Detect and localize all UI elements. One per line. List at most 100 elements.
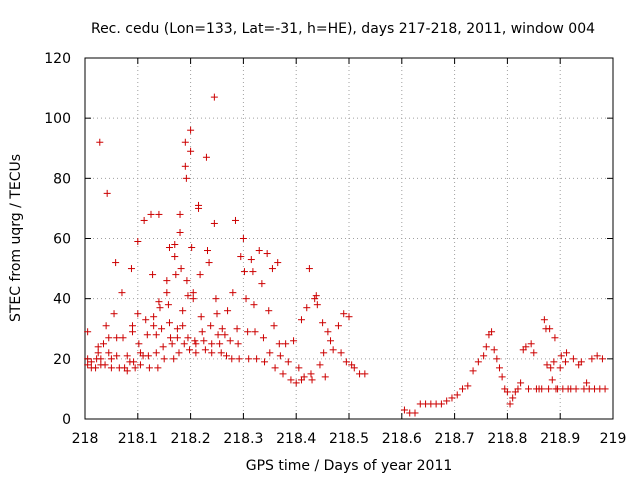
data-point [99, 340, 107, 348]
data-point [313, 301, 321, 309]
data-point [563, 349, 571, 357]
data-point [129, 328, 137, 336]
data-point [181, 162, 189, 170]
data-point [572, 385, 580, 393]
data-point [239, 235, 247, 242]
data-point [140, 216, 148, 224]
data-point [361, 370, 369, 378]
data-point [142, 316, 150, 324]
data-point [517, 379, 525, 387]
data-point [221, 331, 229, 339]
data-point [261, 358, 269, 366]
data-point [237, 253, 245, 261]
data-point [545, 385, 553, 393]
data-point [271, 364, 279, 372]
data-point [480, 352, 488, 360]
data-point [201, 346, 209, 354]
data-point [525, 385, 533, 393]
data-point [503, 388, 511, 396]
data-point [411, 409, 419, 417]
data-point [284, 358, 292, 366]
data-point [192, 340, 200, 348]
data-point [203, 247, 211, 255]
data-point [464, 382, 472, 390]
data-point [145, 364, 153, 372]
data-point [305, 265, 313, 273]
grid-lines [85, 58, 613, 419]
data-point [312, 292, 320, 300]
data-point [84, 361, 92, 369]
data-point [150, 322, 158, 330]
data-point [184, 292, 192, 300]
data-point [247, 256, 255, 264]
data-point [319, 319, 327, 327]
data-point [569, 355, 577, 363]
data-point [107, 364, 115, 372]
data-point [287, 376, 295, 384]
data-point [123, 352, 131, 360]
data-point [112, 259, 120, 267]
data-point [231, 216, 239, 224]
data-point [187, 126, 195, 134]
data-point [270, 322, 278, 330]
data-point [159, 343, 167, 351]
data-point [96, 138, 104, 146]
data-point [102, 322, 110, 330]
data-point [107, 355, 115, 363]
axis-ticks: 218 218.1 218.2 218.3 218.4 218.5 218.6 218.7 21… [44, 51, 626, 447]
data-point [224, 307, 232, 315]
x-tick-label: 218.8 [487, 431, 527, 447]
data-point [213, 310, 221, 318]
data-point [538, 385, 546, 393]
data-point [135, 340, 143, 348]
data-points [84, 93, 609, 417]
data-point [540, 316, 548, 324]
data-point [474, 358, 482, 366]
y-tick-label: 80 [53, 171, 71, 187]
x-tick-label: 218.4 [276, 431, 316, 447]
data-point [195, 204, 203, 212]
data-point [601, 385, 609, 393]
data-point [297, 316, 305, 324]
data-point [307, 370, 315, 378]
data-point [92, 364, 100, 372]
data-point [180, 340, 188, 348]
y-tick-label: 60 [53, 232, 71, 248]
data-point [186, 346, 194, 354]
data-point [160, 355, 168, 363]
data-point [187, 147, 195, 155]
data-point [147, 210, 155, 218]
data-point [546, 325, 554, 333]
data-point [131, 364, 139, 372]
x-tick-label: 218.3 [223, 431, 263, 447]
data-point [94, 349, 102, 357]
data-point [189, 289, 197, 297]
data-point [155, 298, 163, 306]
data-point [437, 400, 445, 408]
data-point [275, 340, 283, 348]
data-point [266, 349, 274, 357]
data-point [101, 361, 109, 369]
data-point [198, 328, 206, 336]
data-point [245, 355, 253, 363]
data-point [223, 352, 231, 360]
data-point [229, 289, 237, 297]
data-point [548, 376, 556, 384]
data-point [165, 244, 173, 252]
data-point [84, 355, 92, 363]
data-point [329, 346, 337, 354]
data-point [543, 361, 551, 369]
data-point [268, 265, 276, 273]
data-point [212, 295, 220, 303]
data-point [173, 334, 181, 342]
data-point [127, 265, 135, 273]
chart-title: Rec. cedu (Lon=133, Lat=-31, h=HE), days… [91, 21, 595, 37]
data-point [292, 379, 300, 387]
data-point [244, 328, 252, 336]
x-tick-label: 219 [600, 431, 627, 447]
data-point [327, 337, 335, 345]
data-point [282, 340, 290, 348]
data-point [205, 259, 213, 267]
data-point [171, 241, 179, 249]
data-point [228, 355, 236, 363]
